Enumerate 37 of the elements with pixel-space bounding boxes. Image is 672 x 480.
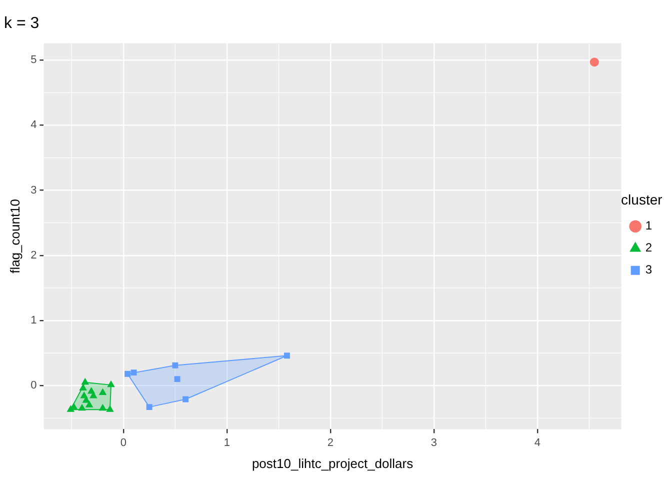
point bbox=[82, 378, 89, 385]
x-tick-label: 4 bbox=[534, 436, 541, 449]
point bbox=[284, 352, 290, 359]
point bbox=[174, 376, 180, 382]
point bbox=[78, 404, 86, 411]
point bbox=[182, 396, 189, 402]
chart-title: k = 3 bbox=[4, 15, 40, 32]
x-tick-label: 2 bbox=[327, 436, 334, 449]
point bbox=[99, 388, 106, 395]
point bbox=[86, 401, 93, 408]
point bbox=[80, 384, 87, 390]
y-tick-label: 3 bbox=[30, 184, 37, 196]
legend-label: 2 bbox=[645, 240, 652, 255]
point bbox=[146, 404, 152, 410]
point bbox=[80, 392, 88, 398]
point bbox=[107, 380, 115, 388]
x-axis-title: post10_lihtc_project_dollars bbox=[252, 456, 414, 471]
y-tick-label: 2 bbox=[30, 249, 37, 262]
legend-label: 1 bbox=[645, 218, 652, 233]
x-tick-label: 1 bbox=[224, 436, 230, 449]
y-tick-label: 5 bbox=[30, 54, 37, 66]
x-tick-label: 3 bbox=[430, 436, 438, 449]
point bbox=[106, 406, 114, 412]
point bbox=[172, 362, 178, 368]
x-tick-label: 0 bbox=[120, 436, 126, 449]
point bbox=[67, 406, 74, 412]
legend-title: cluster bbox=[621, 191, 663, 208]
y-tick-label: 1 bbox=[30, 314, 37, 327]
legend-label: 3 bbox=[645, 262, 652, 277]
point bbox=[590, 58, 599, 67]
point bbox=[124, 370, 131, 377]
y-axis-title: flag_count10 bbox=[7, 198, 22, 274]
point bbox=[99, 404, 106, 411]
point bbox=[130, 370, 137, 376]
y-tick-label: 4 bbox=[30, 119, 37, 132]
point bbox=[88, 387, 95, 394]
y-tick-label: 0 bbox=[30, 380, 37, 392]
